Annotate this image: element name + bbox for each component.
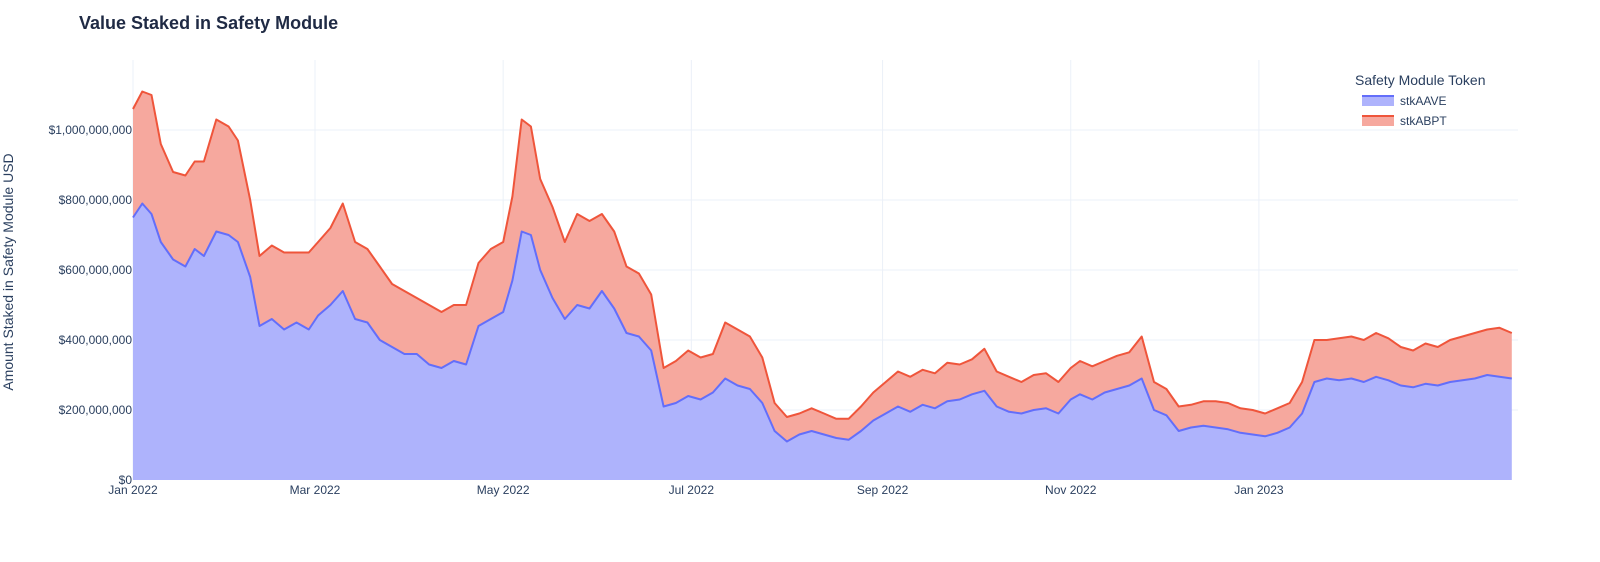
x-tick-label: Jul 2022 <box>669 483 715 497</box>
legend-swatch <box>1362 96 1394 106</box>
area-stkAAVE <box>133 203 1512 480</box>
y-axis: $0 $200,000,000 $400,000,000 $600,000,000 $8… <box>49 123 133 487</box>
x-axis: Jan 2022 Mar 2022 May 2022 Jul 2022 Sep 2022… <box>108 483 1284 497</box>
line-stkAAVE <box>132 202 1512 443</box>
line-stkABPT <box>132 90 1513 420</box>
legend-label: stkABPT <box>1400 114 1447 128</box>
y-tick-label: $800,000,000 <box>59 193 133 207</box>
y-tick-label: $1,000,000,000 <box>49 123 133 137</box>
x-tick-label: Nov 2022 <box>1045 483 1097 497</box>
legend-item-stkABPT[interactable]: stkABPT <box>1362 114 1447 128</box>
y-axis-title: Amount Staked in Safety Module USD <box>0 153 16 390</box>
area-layer <box>133 91 1512 480</box>
legend-title: Safety Module Token <box>1355 72 1486 88</box>
y-tick-label: $200,000,000 <box>59 403 133 417</box>
legend-label: stkAAVE <box>1400 94 1446 108</box>
grid-layer <box>132 60 1518 480</box>
x-tick-label: Jan 2022 <box>108 483 158 497</box>
line-layer <box>132 90 1513 443</box>
y-tick-label: $400,000,000 <box>59 333 133 347</box>
x-tick-label: Sep 2022 <box>857 483 909 497</box>
chart-title: Value Staked in Safety Module <box>79 13 338 33</box>
x-tick-label: May 2022 <box>477 483 530 497</box>
y-tick-label: $0 <box>119 473 133 487</box>
legend-swatch <box>1362 116 1394 126</box>
legend: Safety Module Token stkAAVE stkABPT <box>1355 72 1486 128</box>
y-tick-label: $600,000,000 <box>59 263 133 277</box>
legend-item-stkAAVE[interactable]: stkAAVE <box>1362 94 1446 108</box>
x-tick-label: Mar 2022 <box>290 483 341 497</box>
x-tick-label: Jan 2023 <box>1234 483 1284 497</box>
